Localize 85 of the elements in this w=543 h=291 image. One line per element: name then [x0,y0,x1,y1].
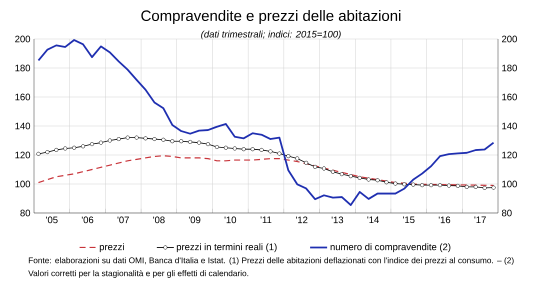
point [456,184,460,188]
point [313,164,318,169]
point [474,184,478,189]
point [304,160,308,165]
y-tick-label: 140 [15,122,30,130]
y2-tick-label: 80 [502,210,512,216]
point [411,182,416,187]
point [393,182,398,186]
x-tick-label: '06 [82,216,94,224]
x-tick-label: '17 [474,216,486,224]
point [358,176,362,180]
y2-tick-label: 100 [502,180,517,188]
point [348,174,353,178]
point [340,172,344,176]
point [214,144,219,150]
point [402,182,406,186]
point [366,177,371,182]
point [482,186,487,190]
y2-tick-label: 120 [502,152,517,158]
point [98,140,103,145]
point [197,140,202,145]
point [464,184,469,189]
point [429,183,434,188]
point [36,152,41,156]
point [376,178,380,182]
point [206,142,210,146]
point [188,140,192,144]
point [63,146,68,151]
point [90,142,94,146]
x-tick-label: '10 [224,216,236,224]
point [259,148,264,152]
point [330,170,335,174]
point [179,139,184,144]
point [126,136,130,140]
chart-title: Compravendite e prezzi delle abitazioni [141,10,400,24]
point [242,147,246,152]
point [54,148,58,152]
y-tick-label: 120 [15,152,30,158]
x-tick-label: '09 [188,216,200,224]
point [250,147,255,152]
point [134,136,139,140]
x-tick-label: '15 [403,216,415,224]
point [152,137,157,142]
x-tick-label: '07 [118,216,129,224]
y-tick-label: 100 [15,180,30,188]
point [438,183,442,188]
point [446,184,451,188]
x-tick-label: '08 [153,216,165,224]
point [268,149,273,154]
point [492,186,496,190]
point [143,136,148,140]
y-tick-label: 80 [20,210,30,216]
point [45,150,50,154]
x-tick-label: '05 [46,216,58,224]
point [81,144,86,148]
y-tick-label: 160 [15,94,30,100]
point [116,137,121,142]
x-tick-label: '14 [367,216,379,224]
point [170,139,174,144]
point [295,156,300,161]
y2-tick-label: 160 [502,94,517,100]
legend-label: numero di compravendite (2) [330,243,450,252]
point [72,146,76,150]
y2-tick-label: 180 [502,64,517,72]
x-tick-label: '16 [438,216,450,224]
point [108,138,112,143]
x-tick-label: '12 [296,216,308,224]
point [224,146,228,150]
point [286,154,290,158]
point [384,180,389,184]
y2-tick-label: 140 [502,122,517,130]
legend-label: prezzi [100,243,124,252]
point [277,152,282,156]
y-tick-label: 200 [15,36,30,42]
point [232,146,237,151]
y2-tick-label: 200 [502,36,517,42]
legend-label: prezzi in termini reali (1) [176,243,277,252]
point [161,138,166,142]
y-tick-label: 180 [15,64,30,72]
point [420,183,424,188]
x-tick-label: '11 [260,216,272,224]
source-note: Fonte: elaborazioni su dati OMI, Banca d'Italia e Istat. (1) Prezzi delle abitazioni deflazionati con l'indice dei prezzi al consumo. – (2) Valori corretti per la stagionalità e per gli effetti di calendario. [28,257,514,278]
chart-subtitle: (dati trimestrali; indici: 2015=100) [201,30,341,40]
point [322,166,326,171]
x-tick-label: '13 [332,216,344,224]
